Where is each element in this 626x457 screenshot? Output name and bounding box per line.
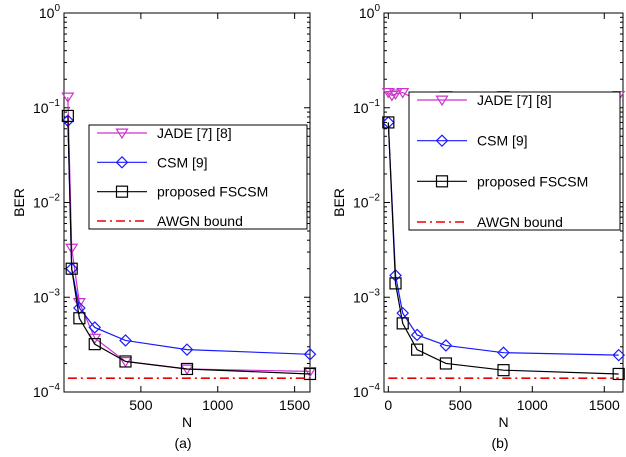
diamond-marker (73, 301, 86, 315)
y-tick-label: 10−1 (353, 98, 380, 116)
square-marker (435, 175, 449, 188)
diamond-marker (439, 339, 453, 352)
diamond-marker (303, 347, 317, 361)
legend-box (408, 91, 621, 231)
square-marker (497, 364, 510, 377)
square-marker (396, 317, 409, 330)
y-tick-label: 10−4 (353, 382, 380, 400)
diamond-marker (612, 348, 626, 362)
legend-entry: JADE [7] [8] (97, 125, 232, 141)
panel-label: (b) (491, 435, 508, 451)
legend: JADE [7] [8] CSM [9] proposed FSCSM AWGN bo… (408, 91, 621, 231)
y-tick-label: 10−2 (33, 193, 60, 211)
legend-label: JADE [7] [8] (157, 125, 232, 141)
triangle-marker (115, 128, 129, 140)
triangle-marker (61, 92, 75, 104)
diamond-marker (497, 346, 510, 360)
y-tick-label: 10−4 (33, 382, 60, 400)
square-marker (61, 109, 74, 123)
square-marker (303, 367, 317, 381)
x-tick-label: 1000 (202, 397, 233, 413)
square-marker (439, 357, 453, 370)
square-marker (73, 312, 86, 325)
x-tick-label: 500 (449, 397, 473, 413)
series-line (67, 115, 311, 375)
legend-label: CSM [9] (477, 133, 528, 149)
legend-entry: proposed FSCSM (97, 184, 268, 200)
square-marker (411, 343, 424, 356)
series-3 (61, 109, 317, 381)
x-tick-label: 1000 (517, 397, 548, 413)
y-tick-label: 100 (39, 3, 61, 21)
legend-label: CSM [9] (157, 154, 208, 170)
legend-box (88, 124, 308, 230)
square-marker (389, 277, 402, 290)
triangle-marker (385, 90, 399, 102)
square-marker (115, 185, 129, 198)
y-tick-label: 100 (359, 3, 381, 21)
diamond-marker (88, 321, 102, 334)
series-3 (382, 116, 625, 381)
legend-label: JADE [7] [8] (477, 92, 552, 108)
legend-label: AWGN bound (157, 213, 243, 229)
square-marker (65, 262, 78, 275)
y-tick-label: 10−3 (33, 287, 60, 305)
diamond-marker (396, 306, 410, 320)
triangle-marker (435, 95, 449, 107)
chart-panel-1: 10−4 10−3 10−2 10−1 100 500 1000 1500 N BER (a) JAD… (11, 3, 317, 451)
y-axis-label: BER (11, 188, 27, 217)
legend-entry: CSM [9] (417, 133, 528, 149)
legend-label: AWGN bound (477, 214, 563, 230)
legend-entry: JADE [7] [8] (417, 92, 552, 108)
x-axis-label: N (182, 414, 192, 430)
legend-label: proposed FSCSM (477, 173, 588, 189)
y-tick-label: 10−1 (33, 98, 60, 116)
legend-label: proposed FSCSM (157, 184, 268, 200)
diamond-marker (435, 134, 449, 148)
y-axis-label: BER (331, 188, 347, 217)
square-marker (382, 116, 395, 129)
triangle-marker (396, 88, 410, 99)
triangle-marker (388, 89, 403, 100)
diamond-marker (180, 343, 194, 356)
x-tick-label: 1500 (589, 397, 620, 413)
triangle-marker (381, 88, 395, 99)
x-tick-label: 1500 (279, 397, 310, 413)
diamond-marker (115, 155, 129, 169)
y-tick-label: 10−3 (353, 287, 380, 305)
legend-entry: proposed FSCSM (417, 173, 588, 189)
square-marker (612, 367, 625, 381)
diamond-marker (119, 334, 132, 347)
square-marker (180, 362, 194, 376)
legend-entry: CSM [9] (97, 154, 208, 170)
triangle-marker (65, 243, 79, 255)
x-tick-label: 0 (384, 397, 392, 413)
triangle-marker (303, 366, 317, 378)
legend-entry: AWGN bound (97, 213, 243, 229)
diamond-marker (410, 328, 424, 342)
legend: JADE [7] [8] CSM [9] proposed FSCSM AWGN bo… (88, 124, 308, 230)
x-tick-label: 500 (129, 397, 153, 413)
series-line (387, 122, 619, 375)
panel-label: (a) (174, 435, 191, 451)
legend-entry: AWGN bound (417, 214, 563, 230)
x-axis-label: N (498, 414, 508, 430)
square-marker (119, 355, 132, 368)
square-marker (88, 338, 101, 351)
y-tick-label: 10−2 (353, 193, 380, 211)
